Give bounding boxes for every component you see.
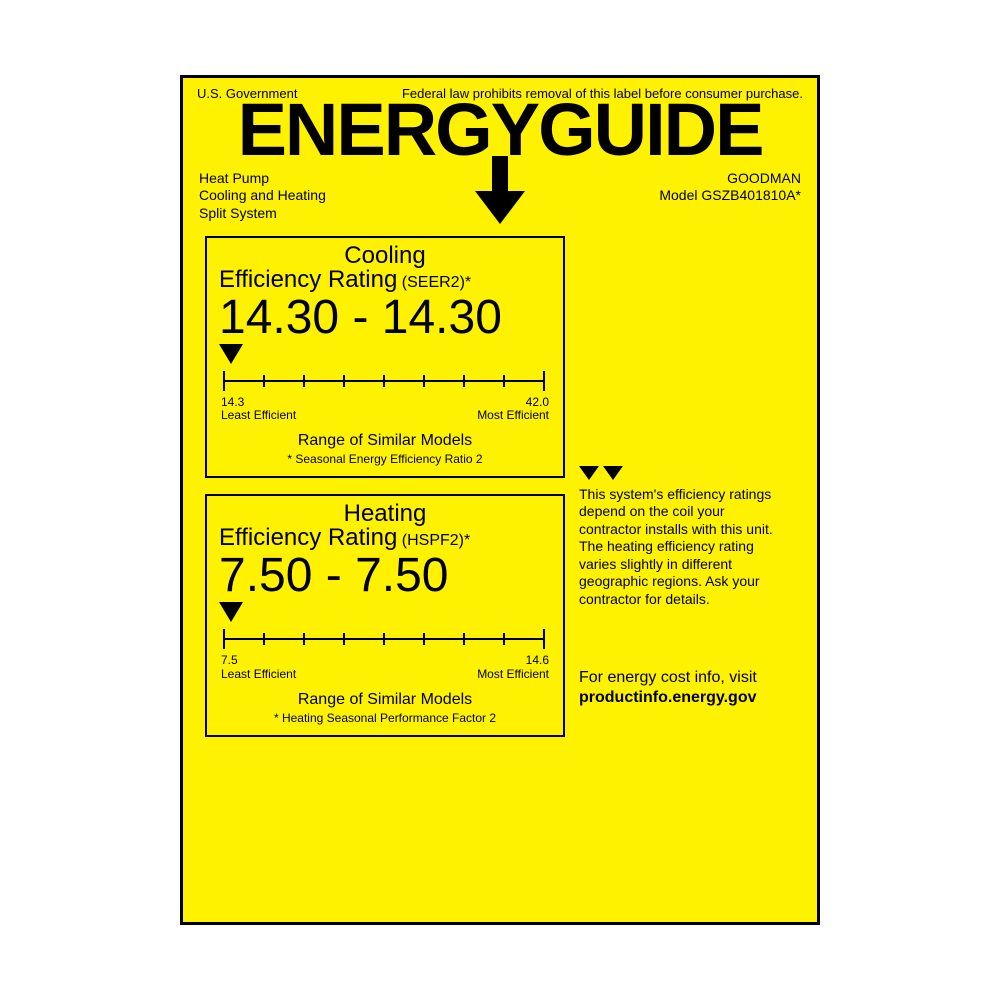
cooling-min: 14.3 Least Efficient xyxy=(221,396,296,422)
product-line2: Cooling and Heating xyxy=(199,187,326,205)
heating-marker-icon xyxy=(219,602,243,622)
model: Model GSZB401810A* xyxy=(659,187,801,205)
product-type: Heat Pump Cooling and Heating Split Syst… xyxy=(199,170,326,223)
side-note: This system's efficiency ratings depend … xyxy=(579,486,789,609)
side-column: This system's efficiency ratings depend … xyxy=(579,236,789,753)
cost-info-url: productinfo.energy.gov xyxy=(579,688,789,708)
heating-scale-labels: 7.5 Least Efficient 14.6 Most Efficient xyxy=(219,654,551,680)
heating-title2: Efficiency Rating xyxy=(219,524,397,551)
cooling-value: 14.30 - 14.30 xyxy=(219,294,551,342)
cost-info-line1: For energy cost info, visit xyxy=(579,668,789,688)
heating-title-row: Efficiency Rating (HSPF2)* xyxy=(219,526,551,550)
heating-max-val: 14.6 xyxy=(477,654,549,667)
brand: GOODMAN xyxy=(659,170,801,188)
cooling-min-lbl: Least Efficient xyxy=(221,409,296,422)
cooling-title1: Cooling xyxy=(219,244,551,268)
energy-guide-label: U.S. Government Federal law prohibits re… xyxy=(180,75,820,925)
heating-scale xyxy=(219,629,549,649)
cooling-metric-note: * Seasonal Energy Efficiency Ratio 2 xyxy=(219,452,551,466)
cooling-scale-labels: 14.3 Least Efficient 42.0 Most Efficient xyxy=(219,396,551,422)
cooling-range-label: Range of Similar Models xyxy=(219,432,551,450)
heating-range-label: Range of Similar Models xyxy=(219,691,551,709)
heating-min-val: 7.5 xyxy=(221,654,296,667)
product-line1: Heat Pump xyxy=(199,170,326,188)
ratings-column: Cooling Efficiency Rating (SEER2)* 14.30… xyxy=(205,236,565,753)
cooling-max-lbl: Most Efficient xyxy=(477,409,549,422)
cooling-title2: Efficiency Rating xyxy=(219,266,397,293)
heating-min: 7.5 Least Efficient xyxy=(221,654,296,680)
cooling-title-row: Efficiency Rating (SEER2)* xyxy=(219,268,551,292)
product-model: GOODMAN Model GSZB401810A* xyxy=(659,170,801,223)
heating-metric-note: * Heating Seasonal Performance Factor 2 xyxy=(219,711,551,725)
heating-box: Heating Efficiency Rating (HSPF2)* 7.50 … xyxy=(205,494,565,736)
heating-title1: Heating xyxy=(219,502,551,526)
cooling-box: Cooling Efficiency Rating (SEER2)* 14.30… xyxy=(205,236,565,478)
heating-max: 14.6 Most Efficient xyxy=(477,654,549,680)
cooling-marker-icon xyxy=(219,344,243,364)
marker-icon xyxy=(603,466,623,480)
cooling-max: 42.0 Most Efficient xyxy=(477,396,549,422)
body-area: Cooling Efficiency Rating (SEER2)* 14.30… xyxy=(183,222,817,753)
heating-value: 7.50 - 7.50 xyxy=(219,552,551,600)
cooling-metric: (SEER2)* xyxy=(402,274,471,291)
cooling-scale xyxy=(219,371,549,391)
heating-max-lbl: Most Efficient xyxy=(477,668,549,681)
heating-metric: (HSPF2)* xyxy=(402,532,470,549)
side-note-markers xyxy=(579,466,789,484)
product-line3: Split System xyxy=(199,205,326,223)
cost-info: For energy cost info, visit productinfo.… xyxy=(579,668,789,708)
logo-right: GUIDE xyxy=(538,88,762,171)
marker-icon xyxy=(579,466,599,480)
heating-min-lbl: Least Efficient xyxy=(221,668,296,681)
